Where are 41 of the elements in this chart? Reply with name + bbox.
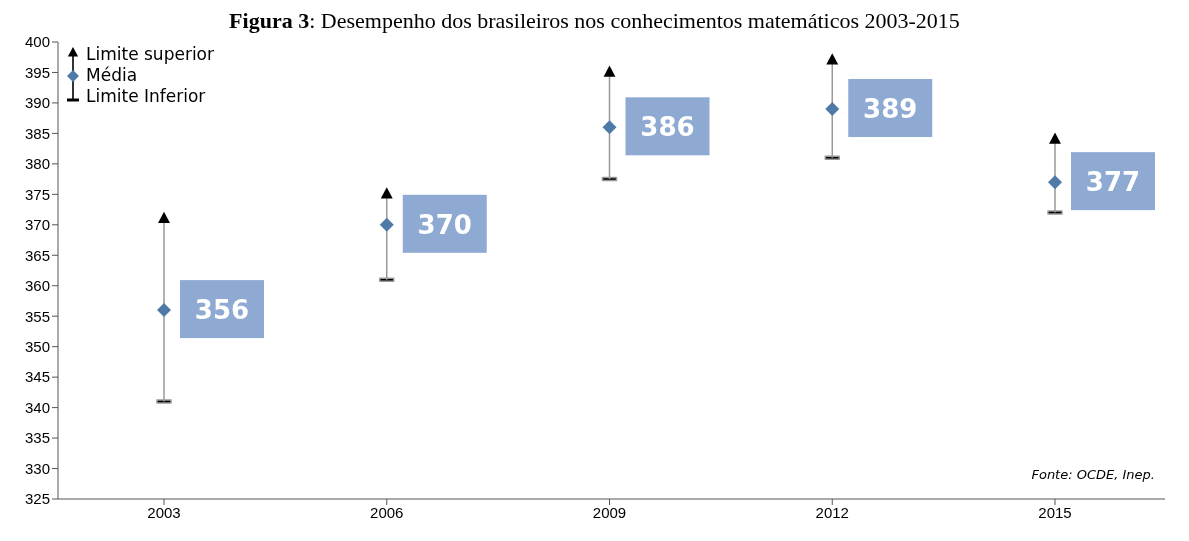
- y-tick-label: 370: [24, 216, 50, 234]
- y-tick-label: 350: [24, 337, 50, 355]
- point: [1048, 175, 1062, 190]
- point: [603, 65, 616, 77]
- y-tick-label: 360: [24, 277, 50, 295]
- x-tick-label: 2003: [147, 503, 181, 521]
- y-tick-label: 385: [24, 124, 50, 142]
- y-tick-label: 365: [24, 246, 50, 264]
- x-tick-label: 2015: [1038, 503, 1072, 521]
- y-tick-label: 335: [24, 429, 50, 447]
- y-tick-label: 330: [24, 459, 50, 477]
- y-tick-label: 395: [24, 63, 50, 81]
- annotation: Limite Inferior: [86, 86, 207, 107]
- data-label: 377: [1085, 167, 1141, 198]
- y-tick-label: 340: [24, 398, 50, 416]
- y-tick-label: 380: [24, 155, 50, 173]
- point: [157, 303, 171, 318]
- point: [379, 217, 394, 232]
- annotation: Fonte: OCDE, Inep.: [1031, 467, 1155, 482]
- legend-label: Média: [86, 65, 139, 86]
- x-tick-label: 2006: [370, 503, 404, 521]
- point: [380, 187, 393, 199]
- point: [825, 102, 840, 117]
- x-tick-label: 2012: [815, 503, 849, 521]
- point: [158, 211, 170, 223]
- y-tick-label: 400: [24, 33, 50, 51]
- point: [602, 120, 617, 135]
- legend-label: Limite superior: [86, 44, 214, 65]
- data-label: 370: [417, 209, 472, 240]
- data-label: 386: [640, 112, 695, 143]
- y-tick-label: 355: [24, 307, 50, 325]
- point: [826, 53, 839, 65]
- data-label: 389: [863, 94, 918, 125]
- chart-title: Figura 3: Desempenho dos brasileiros nos conhecimentos matemáticos 2003-2015: [228, 8, 961, 34]
- x-tick-label: 2009: [592, 503, 627, 521]
- y-tick-label: 375: [24, 185, 50, 203]
- y-tick-label: 325: [24, 490, 50, 508]
- data-label: 356: [194, 295, 250, 326]
- y-tick-label: 390: [24, 94, 50, 112]
- y-tick-label: 345: [24, 368, 50, 386]
- point: [1049, 132, 1061, 144]
